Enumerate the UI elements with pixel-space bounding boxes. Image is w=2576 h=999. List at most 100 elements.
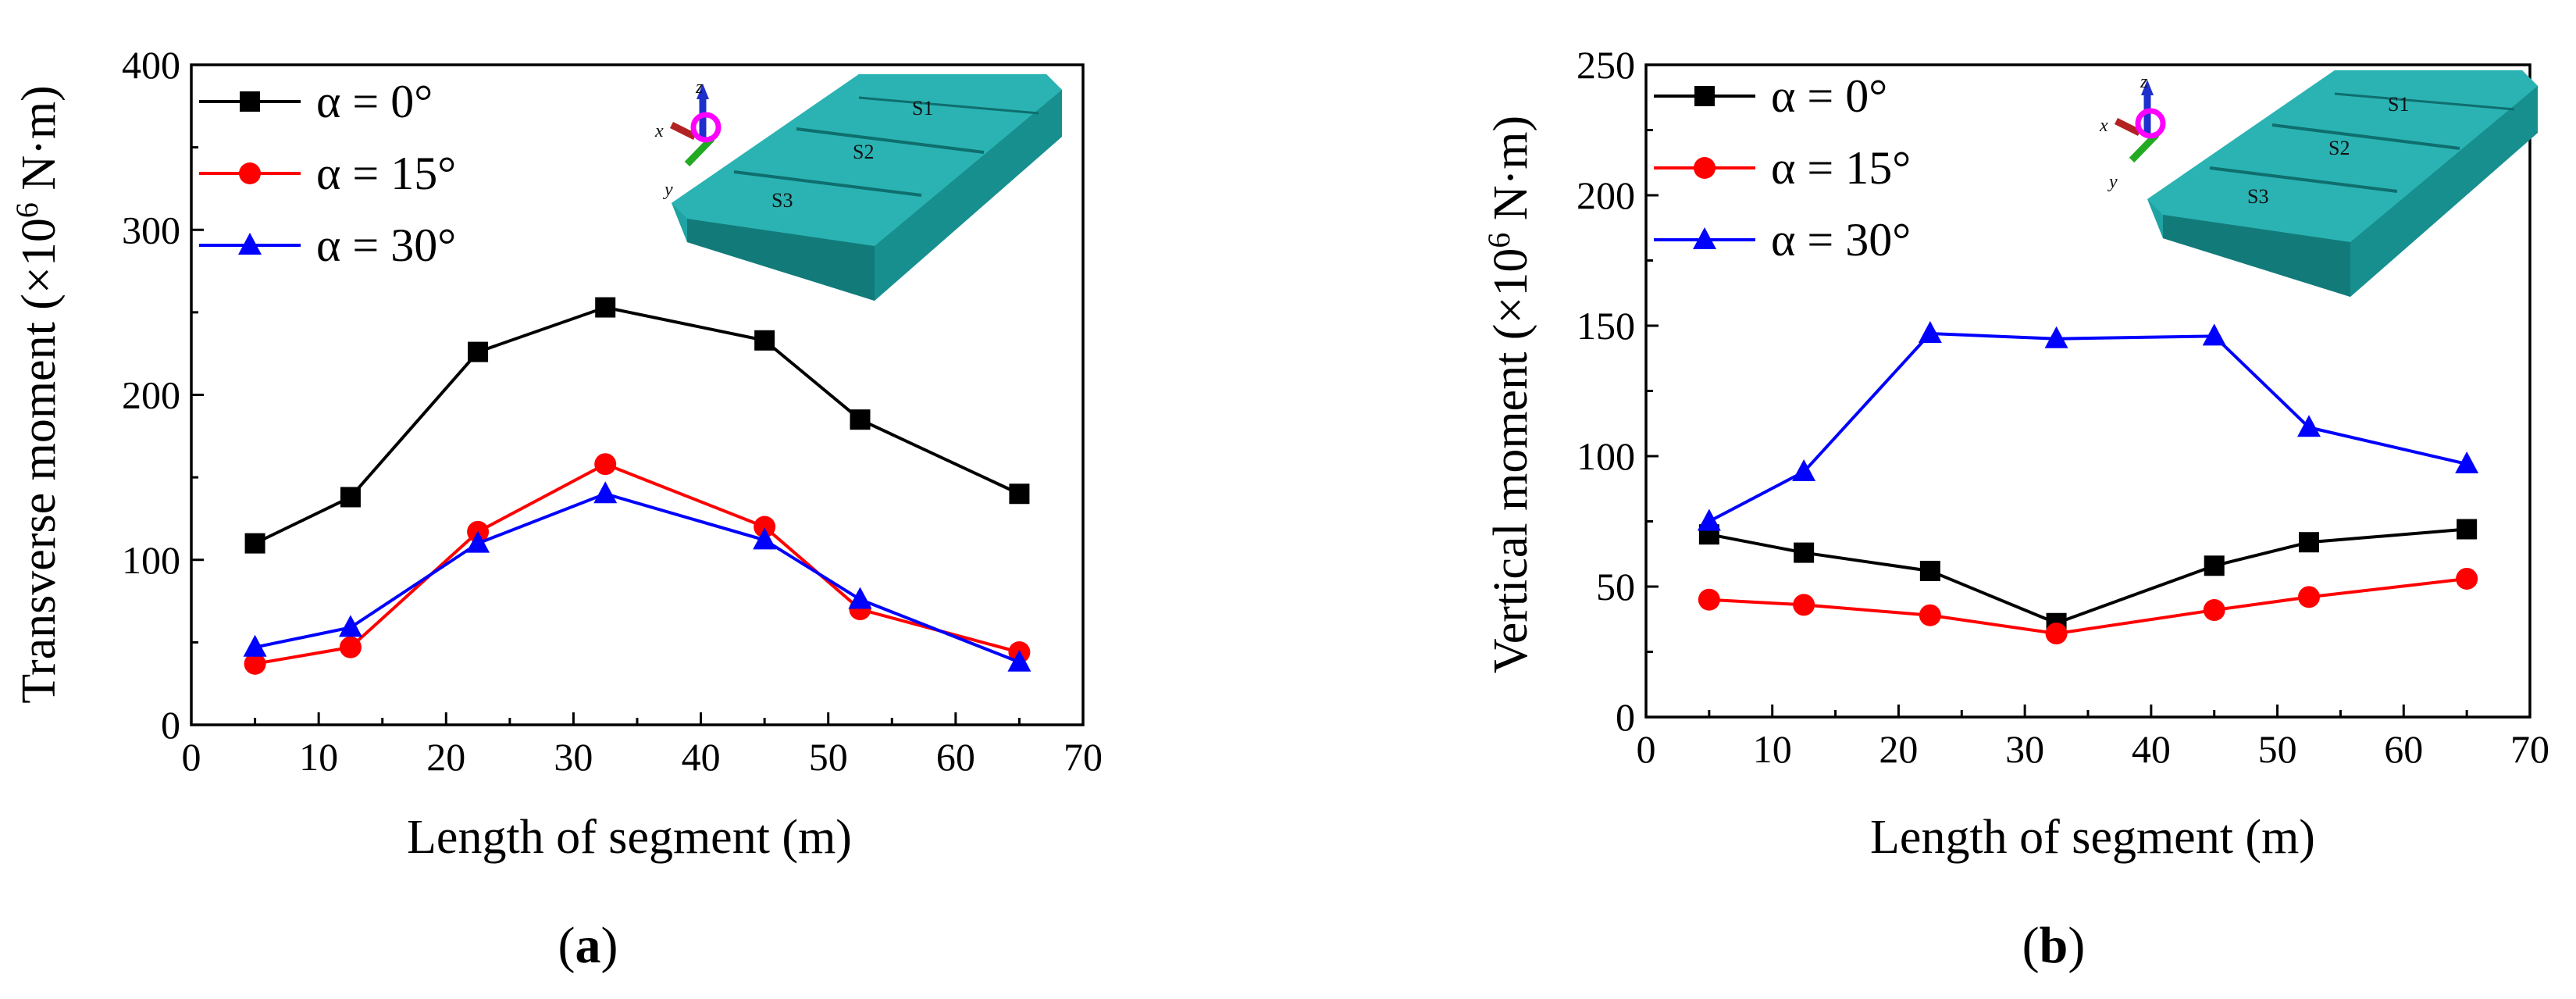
panel-b-x-tick-label: 30 bbox=[2005, 727, 2044, 771]
panel-b-x-tick-label: 0 bbox=[1637, 727, 1656, 771]
panel-b-y-tick-label: 250 bbox=[1577, 43, 1635, 87]
panel-b-series-2-point bbox=[2455, 451, 2479, 474]
panel-a-series-2-point bbox=[243, 634, 267, 657]
panel-a: 0 10 20 30 40 50 60 70 0 100 200 300 400 Transverse … bbox=[9, 43, 1103, 974]
panel-b-caption: (b) bbox=[2022, 917, 2086, 974]
panel-b-legend-label-2: α = 30° bbox=[1771, 214, 1911, 266]
panel-b-series-2-line bbox=[1708, 331, 2467, 523]
panel-b-series-0-point bbox=[1794, 542, 1815, 563]
panel-b-series-0-point bbox=[1919, 560, 1940, 581]
panel-b-series-0-line bbox=[1708, 527, 2467, 625]
panel-b-x-tick-label: 70 bbox=[2510, 727, 2549, 771]
panel-b-y-axis-label: Vertical moment (×106 N·m) bbox=[1481, 116, 1538, 673]
panel-b-series-0-point bbox=[2457, 519, 2478, 540]
panel-b-series-1-line bbox=[1708, 576, 2467, 636]
panel-a-x-axis-label: Length of segment (m) bbox=[407, 811, 852, 864]
panel-b-series-2-point bbox=[2202, 323, 2226, 346]
coordinate-axes-icon: x y z bbox=[654, 77, 721, 200]
inset-label-s2: S2 bbox=[2328, 137, 2350, 159]
panel-b-legend: α = 0° α = 15° α = 30° bbox=[1654, 70, 1911, 266]
panel-a-series-1-line bbox=[255, 462, 1020, 665]
panel-a-x-tick-label: 0 bbox=[182, 735, 201, 779]
panel-b-series-2-point bbox=[2044, 326, 2068, 348]
panel-a-series-2-point bbox=[1007, 649, 1031, 672]
panel-a-series-1-point bbox=[594, 453, 617, 476]
panel-a-x-tick-label: 50 bbox=[809, 735, 848, 779]
inset-label-s2: S2 bbox=[853, 141, 874, 163]
panel-a-x-tick-label: 20 bbox=[426, 735, 465, 779]
inset-z-letter: z bbox=[695, 77, 704, 98]
panel-a-y-tick-label: 0 bbox=[161, 703, 180, 747]
inset-x-letter: x bbox=[654, 121, 664, 141]
panel-b-series-1-point bbox=[2203, 599, 2225, 622]
panel-b-series-2-point bbox=[1792, 459, 1816, 482]
panel-b-y-tick-label: 50 bbox=[1596, 565, 1635, 608]
inset-x-letter: x bbox=[2099, 116, 2108, 136]
panel-b-y-tick-label: 100 bbox=[1577, 434, 1635, 478]
panel-a-series-2-point bbox=[338, 615, 362, 637]
panel-a-series-2-line bbox=[255, 492, 1021, 664]
panel-a-legend: α = 0° α = 15° α = 30° bbox=[199, 76, 456, 271]
panel-b-series-0-point bbox=[2299, 532, 2319, 553]
panel-a-legend-label-2: α = 30° bbox=[316, 219, 456, 271]
rotation-ring bbox=[690, 112, 721, 143]
panel-a-inset-model: x y z S1 S2 S3 bbox=[654, 74, 1062, 301]
panel-a-series-0-point bbox=[468, 341, 489, 362]
panel-a-x-tick-label: 40 bbox=[682, 735, 721, 779]
panel-b-series-1-point bbox=[1793, 594, 1815, 616]
panel-a-y-tick-label: 400 bbox=[122, 43, 180, 87]
panel-b-y-tick-label: 150 bbox=[1577, 304, 1635, 348]
panel-a-series-2-point bbox=[848, 587, 872, 609]
panel-b-x-tick-label: 40 bbox=[2132, 727, 2171, 771]
panel-a-series-0-point bbox=[754, 330, 775, 351]
panel-b-series-1-point bbox=[1919, 604, 1941, 626]
panel-a-series-0-line bbox=[254, 305, 1021, 545]
rotation-ring bbox=[2135, 108, 2166, 139]
panel-a-x-tick-label: 60 bbox=[936, 735, 975, 779]
panel-a-series-1-point bbox=[339, 636, 362, 658]
panel-a-legend-marker-0 bbox=[240, 91, 260, 112]
panel-a-legend-label-0: α = 0° bbox=[316, 76, 433, 127]
panel-a-series-0-point bbox=[244, 533, 265, 554]
panel-a-x-tick-label: 70 bbox=[1064, 735, 1103, 779]
panel-a-x-tick-label: 10 bbox=[299, 735, 338, 779]
panel-b-y-tick-label: 200 bbox=[1577, 173, 1635, 217]
inset-label-s3: S3 bbox=[2247, 185, 2268, 208]
panel-a-legend-label-1: α = 15° bbox=[316, 148, 456, 199]
inset-z-letter: z bbox=[2140, 72, 2148, 92]
panel-a-legend-marker-1 bbox=[239, 162, 261, 184]
panel-a-y-tick-label: 300 bbox=[122, 208, 180, 252]
x-axis-arrow bbox=[669, 121, 697, 141]
panel-b-legend-label-1: α = 15° bbox=[1771, 142, 1911, 194]
panel-b-x-tick-label: 20 bbox=[1879, 727, 1918, 771]
panel-b-x-axis-label: Length of segment (m) bbox=[1870, 811, 2315, 864]
panel-b-legend-marker-1 bbox=[1694, 157, 1716, 179]
panel-a-y-tick-label: 200 bbox=[122, 373, 180, 417]
panel-b-series-1-point bbox=[2045, 623, 2068, 645]
inset-label-s1: S1 bbox=[2388, 93, 2409, 116]
y-axis-arrow bbox=[684, 135, 715, 167]
inset-label-s1: S1 bbox=[912, 97, 933, 120]
panel-b: 0 10 20 30 40 50 60 70 0 50 100 150 200 250 Vertical … bbox=[1481, 43, 2550, 974]
panel-b-series-2-point bbox=[1918, 321, 1942, 344]
panel-a-series-0-point bbox=[1009, 483, 1030, 505]
panel-a-series-0-point bbox=[850, 409, 871, 430]
panel-b-inset-model: x y z S1 S2 S3 bbox=[2099, 70, 2538, 297]
panel-b-y-tick-label: 0 bbox=[1616, 695, 1635, 739]
tunnel-box-model: S1 S2 S3 bbox=[2147, 70, 2538, 297]
inset-y-letter: y bbox=[2107, 172, 2118, 192]
tunnel-box-model: S1 S2 S3 bbox=[672, 74, 1062, 301]
panel-b-x-tick-label: 60 bbox=[2384, 727, 2423, 771]
x-axis-arrow bbox=[2114, 117, 2142, 137]
panel-b-series-1-point bbox=[1698, 588, 1720, 611]
panel-b-x-tick-label: 10 bbox=[1753, 727, 1792, 771]
panel-b-series-0-point bbox=[2204, 555, 2225, 576]
panel-b-series-1-point bbox=[2456, 567, 2478, 590]
y-axis-arrow bbox=[2129, 131, 2160, 163]
panel-a-y-tick-label: 100 bbox=[122, 538, 180, 582]
panel-b-series-2-point bbox=[2297, 415, 2321, 437]
panel-a-plot-area: 0 10 20 30 40 50 60 70 0 100 200 300 400 bbox=[122, 43, 1103, 779]
inset-y-letter: y bbox=[663, 180, 673, 200]
panel-a-series-0-point bbox=[340, 487, 361, 508]
